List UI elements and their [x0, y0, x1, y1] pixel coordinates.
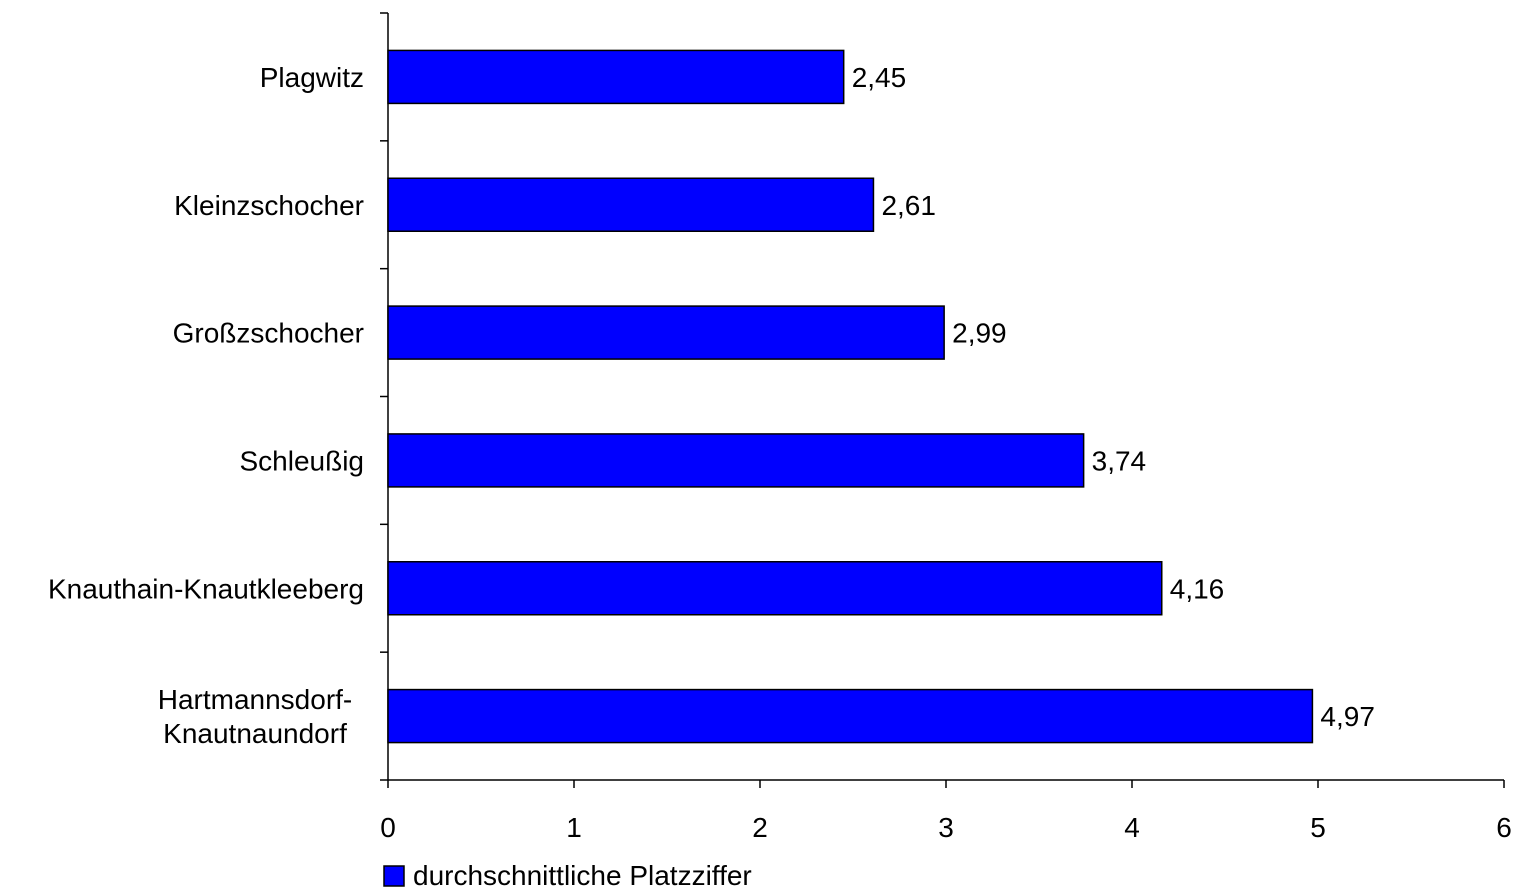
x-tick-label: 3	[938, 812, 954, 843]
x-tick-label: 6	[1496, 812, 1512, 843]
bar	[387, 688, 1314, 744]
legend-label: durchschnittliche Platzziffer	[413, 860, 752, 888]
bar	[387, 433, 1085, 488]
bar	[387, 177, 875, 232]
data-label: 4,16	[1170, 573, 1225, 604]
legend: durchschnittliche Platzziffer	[383, 860, 752, 888]
bar	[387, 561, 1163, 616]
category-label: Knautnaundorf	[163, 718, 347, 749]
legend-swatch	[383, 865, 405, 887]
x-tick-label: 2	[752, 812, 768, 843]
category-label: Großzschocher	[173, 318, 364, 349]
category-label: Kleinzschocher	[174, 190, 364, 221]
bar	[387, 49, 845, 105]
data-label: 2,45	[852, 62, 907, 93]
category-label: Knauthain-Knautkleeberg	[48, 573, 364, 604]
x-tick-label: 5	[1310, 812, 1326, 843]
data-label: 4,97	[1320, 701, 1375, 732]
category-label: Schleußig	[239, 445, 364, 476]
category-label: Plagwitz	[260, 62, 364, 93]
category-label: Hartmannsdorf-	[158, 684, 353, 715]
x-tick-label: 4	[1124, 812, 1140, 843]
bar	[387, 305, 945, 360]
plot-area: 0 1 2 3 4 5 6 2,45 Plagwitz 2,61 Kleinzschocher 2,9…	[48, 12, 1512, 843]
x-tick-label: 0	[380, 812, 396, 843]
data-label: 2,99	[952, 318, 1007, 349]
data-label: 2,61	[881, 190, 936, 221]
data-label: 3,74	[1092, 445, 1147, 476]
x-tick-label: 1	[566, 812, 582, 843]
